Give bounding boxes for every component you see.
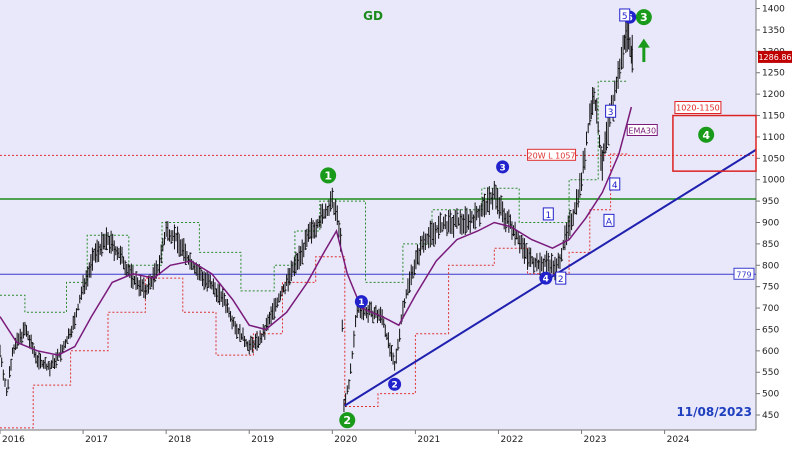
trendline-label: A: [606, 217, 613, 227]
wave-marker-intermediate-label: 2: [391, 381, 397, 391]
x-tick-label: 2024: [667, 435, 690, 445]
wave-marker-minor-box: [542, 207, 554, 221]
wave-marker-minor-box: [619, 8, 631, 22]
wave-marker-intermediate-label: 1: [358, 298, 364, 308]
wave-marker-intermediate-label: 4: [543, 275, 549, 285]
y-tick-label: 1000: [762, 176, 785, 186]
wave-marker-minor-box: [609, 177, 621, 191]
y-tick-label: 1250: [762, 69, 785, 79]
y-tick-label: 1400: [762, 5, 785, 15]
wave-marker-intermediate: [496, 160, 510, 174]
y-tick-label: 650: [762, 325, 779, 335]
x-tick-label: 2020: [334, 435, 357, 445]
y-tick-label: 950: [762, 197, 779, 207]
y-tick-label: 850: [762, 240, 779, 250]
wave-marker-minor-label: 2: [558, 275, 564, 285]
x-tick-label: 2021: [417, 435, 440, 445]
wave-marker-minor-label: 4: [612, 181, 618, 191]
wave-marker-major-label: 3: [640, 11, 648, 24]
wave-marker-intermediate: [388, 377, 402, 391]
y-tick-label: 800: [762, 261, 779, 271]
upper-stop-band: [0, 80, 628, 313]
trendline-label-box: [603, 213, 615, 227]
ema30-line: [0, 106, 633, 356]
wave-marker-intermediate-label: 3: [499, 163, 505, 173]
chart-date: 11/08/2023: [676, 405, 752, 419]
target-zone-box: [672, 114, 757, 172]
wave-marker-intermediate: [539, 271, 553, 285]
up-arrow-head: [637, 38, 650, 48]
wave-marker-major: [339, 412, 356, 429]
wave-marker-major: [320, 167, 337, 184]
wave-marker-intermediate: [354, 295, 368, 309]
target-zone-label: 1020-1150: [676, 104, 720, 113]
y-tick-label: 450: [762, 411, 779, 421]
y-tick-label: 750: [762, 283, 779, 293]
y-tick-label: 550: [762, 368, 779, 378]
wave-marker-minor-label: 5: [622, 12, 628, 22]
wave-marker-minor-label: 1: [545, 211, 551, 221]
y-tick-label: 1100: [762, 133, 785, 143]
wave-marker-minor-box: [555, 271, 567, 285]
x-tick-label: 2019: [251, 435, 274, 445]
chart-title: GD: [363, 9, 383, 23]
y-axis: 450 500 550 600 650 700 750 800 850 900 950 1000 105…: [755, 0, 785, 430]
y-tick-label: 1050: [762, 154, 785, 164]
x-tick-label: 2022: [500, 435, 523, 445]
x-tick-label: 2017: [85, 435, 108, 445]
y-tick-label: 900: [762, 218, 779, 228]
y-tick-label: 1150: [762, 112, 785, 122]
wave-marker-major: [635, 9, 652, 26]
ema-label: EMA30: [628, 126, 656, 135]
wave-marker-minor-label: 3: [608, 108, 614, 118]
level-label: 20W L 1057: [528, 151, 576, 160]
plot-area: [0, 0, 756, 430]
y-tick-label: 500: [762, 390, 779, 400]
target-zone-label-box: [674, 101, 722, 115]
y-tick-label: 1350: [762, 26, 785, 36]
wave-marker-major-label: 2: [343, 414, 351, 427]
x-tick-label: 2018: [168, 435, 191, 445]
y-tick-label: 600: [762, 347, 779, 357]
last-price-label: 1286.86: [758, 53, 791, 62]
level-label-box: [527, 148, 577, 161]
y-tick-label: 1200: [762, 90, 785, 100]
y-axis-area: [756, 0, 792, 445]
y-tick-label: 700: [762, 304, 779, 314]
last-price-tag: [758, 50, 792, 63]
level-label-box: [733, 267, 755, 280]
wave-marker-major: [698, 126, 715, 143]
wave-marker-major-label: 1: [324, 169, 332, 182]
x-tick-label: 2023: [584, 435, 607, 445]
x-axis: 2016 2017 2018 2019 2020 2021 2022 2023 2024: [0, 429, 756, 445]
level-label: 779: [736, 270, 751, 279]
x-tick-label: 2016: [2, 435, 25, 445]
wave-marker-minor-box: [605, 104, 617, 118]
ema-label-box: [626, 123, 658, 136]
price-bars: [0, 18, 634, 413]
wave-marker-major-label: 4: [702, 129, 710, 142]
